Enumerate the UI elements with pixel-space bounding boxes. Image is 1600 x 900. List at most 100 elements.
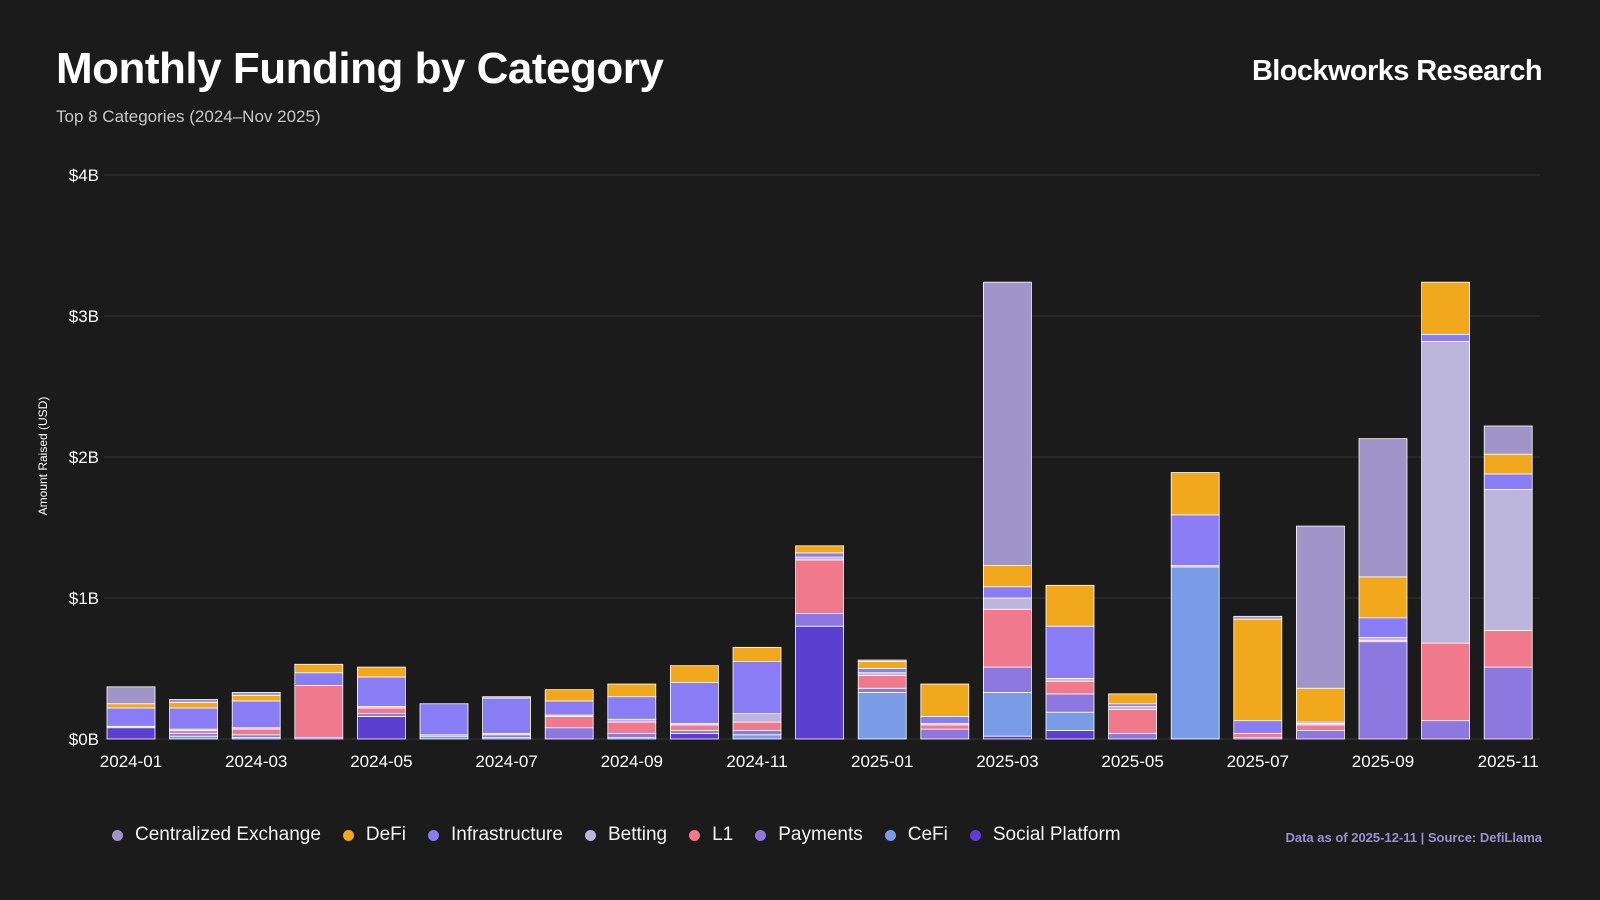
legend-item: Payments xyxy=(755,824,863,846)
bar-segment-defi xyxy=(1358,576,1408,619)
bar-segment-payments xyxy=(920,728,970,740)
bar-stack-2025-09 xyxy=(1358,438,1408,740)
bar-segment-l1 xyxy=(1421,642,1470,722)
bar-segment-payments xyxy=(482,734,532,738)
bar-segment-l1 xyxy=(732,721,782,731)
bar-segment-defi xyxy=(1233,618,1283,722)
bar-segment-payments xyxy=(1421,720,1470,740)
bar-segment-payments xyxy=(732,730,782,736)
bar-segment-defi xyxy=(920,683,970,717)
bar-segment-l1 xyxy=(607,721,657,734)
bar-stack-2025-03 xyxy=(983,281,1032,740)
bar-segment-social-platform xyxy=(795,625,844,740)
bar-segment-cefi xyxy=(732,734,782,740)
bar-stack-2024-06 xyxy=(419,703,469,740)
bar-segment-cefi xyxy=(1170,566,1220,740)
bar-segment-infrastructure xyxy=(106,707,156,727)
bar-segment-l1 xyxy=(920,724,970,730)
bar-segment-betting xyxy=(795,556,844,561)
bar-segment-centralized-exchange xyxy=(857,659,907,662)
bar-stack-2025-07 xyxy=(1233,615,1283,740)
bar-segment-centralized-exchange xyxy=(1233,615,1283,620)
bar-segment-defi xyxy=(1108,693,1157,705)
bar-segment-betting xyxy=(983,597,1032,610)
bar-segment-defi xyxy=(857,661,907,669)
bar-segment-l1 xyxy=(1045,680,1095,695)
legend-item: Social Platform xyxy=(969,824,1121,846)
bar-segment-infrastructure xyxy=(544,700,594,716)
x-tick-label: 2024-07 xyxy=(475,752,537,771)
bar-segment-cefi xyxy=(1045,711,1095,731)
bar-segment-centralized-exchange xyxy=(106,686,156,705)
bar-segment-betting xyxy=(857,672,907,676)
bar-segment-infrastructure xyxy=(356,676,406,707)
bar-segment-defi xyxy=(1421,281,1470,335)
bar-stack-2025-06 xyxy=(1170,472,1220,740)
bar-segment-defi xyxy=(106,703,156,709)
legend-swatch xyxy=(428,829,440,841)
bar-segment-infrastructure xyxy=(1108,703,1157,707)
chart-title: Monthly Funding by Category xyxy=(56,44,664,93)
bar-segment-infrastructure xyxy=(920,716,970,724)
bar-segment-defi xyxy=(544,689,594,702)
bar-segment-social-platform xyxy=(670,732,719,740)
legend-swatch xyxy=(969,829,981,841)
bar-segment-infrastructure xyxy=(1358,617,1408,638)
bar-stack-2025-01 xyxy=(857,659,907,740)
legend-swatch xyxy=(112,829,123,841)
x-tick-label: 2024-09 xyxy=(601,752,663,771)
legend-item: L1 xyxy=(689,824,733,846)
bar-segment-cefi xyxy=(169,735,219,740)
bar-segment-l1 xyxy=(1108,708,1157,734)
x-tick-label: 2024-01 xyxy=(100,752,162,771)
bar-stack-2025-05 xyxy=(1108,693,1157,740)
bar-segment-payments xyxy=(1483,666,1533,740)
bar-segment-betting xyxy=(607,718,657,723)
bar-stack-2025-04 xyxy=(1045,584,1095,740)
bar-segment-infrastructure xyxy=(1421,333,1470,342)
x-tick-label: 2025-11 xyxy=(1478,752,1539,771)
bar-segment-social-platform xyxy=(106,727,156,740)
bar-segment-betting xyxy=(1421,340,1470,644)
bar-segment-defi xyxy=(1170,472,1220,516)
bar-segment-infrastructure xyxy=(1233,720,1283,734)
bar-segment-infrastructure xyxy=(1170,514,1220,566)
bar-stack-2024-04 xyxy=(294,663,344,740)
legend-item: CeFi xyxy=(884,824,948,846)
bar-stack-2024-01 xyxy=(106,686,156,740)
chart-legend: Centralized Exchange DeFi Infrastructure Be… xyxy=(112,824,1121,846)
legend-label: Payments xyxy=(778,824,863,845)
legend-label: CeFi xyxy=(907,824,948,845)
legend-item: Centralized Exchange xyxy=(112,824,321,846)
bar-segment-payments xyxy=(857,687,907,693)
bar-segment-defi xyxy=(1483,453,1533,475)
chart-subtitle: Top 8 Categories (2024–Nov 2025) xyxy=(56,107,321,126)
x-axis-ticks: 2024-01 2024-03 2024-05 2024-07 2024-09 2024-… xyxy=(100,752,1539,771)
bar-segment-defi xyxy=(795,545,844,554)
bar-segment-payments xyxy=(169,732,219,737)
bar-segment-l1 xyxy=(1483,630,1533,668)
legend-label: Infrastructure xyxy=(451,824,563,845)
bar-segment-payments xyxy=(231,734,281,738)
bar-segment-l1 xyxy=(670,724,719,731)
x-tick-label: 2025-03 xyxy=(976,752,1038,771)
bar-segment-infrastructure xyxy=(1483,473,1533,490)
bar-segment-payments xyxy=(1045,693,1095,713)
bar-segment-cefi xyxy=(857,692,907,740)
bar-segment-defi xyxy=(607,683,657,698)
x-tick-label: 2024-11 xyxy=(726,752,787,771)
legend-item: DeFi xyxy=(342,824,407,846)
bar-stack-2024-08 xyxy=(544,689,594,740)
legend-label: Social Platform xyxy=(992,824,1121,845)
bar-segment-defi xyxy=(1296,687,1345,723)
bar-segment-betting xyxy=(1108,706,1157,710)
bar-stack-2025-10 xyxy=(1421,281,1470,740)
legend-label: DeFi xyxy=(365,824,407,845)
bar-segment-l1 xyxy=(356,707,406,715)
bar-segment-defi xyxy=(231,694,281,702)
legend-label: L1 xyxy=(712,824,734,845)
bar-segment-betting xyxy=(732,713,782,723)
bar-segment-centralized-exchange xyxy=(169,699,219,703)
bar-segment-infrastructure xyxy=(607,696,657,720)
legend-swatch xyxy=(342,829,354,841)
